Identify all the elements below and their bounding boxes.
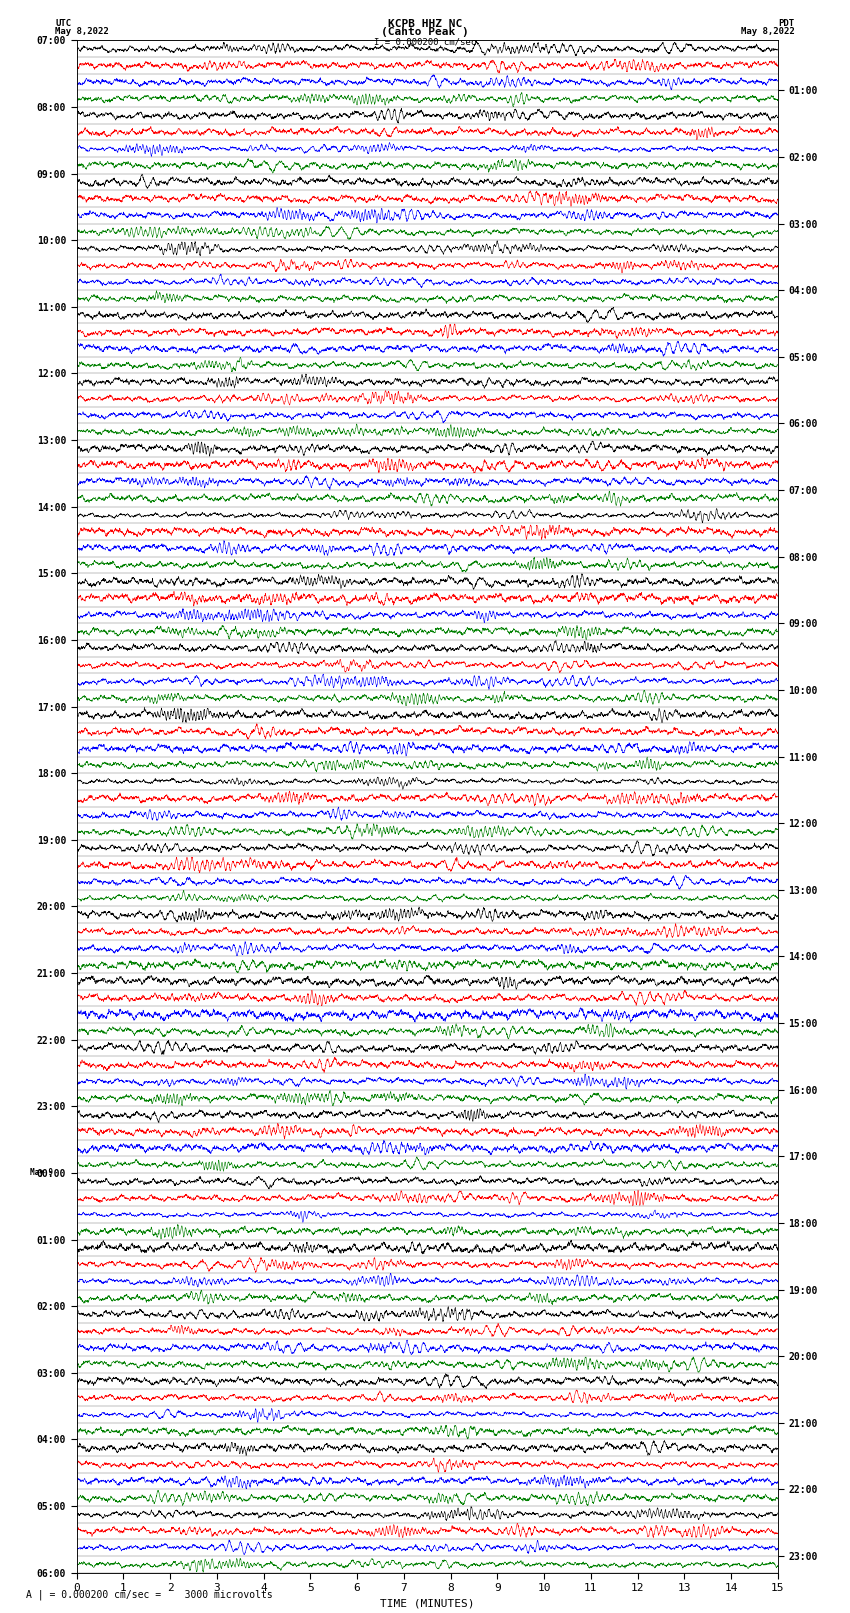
Text: I = 0.000200 cm/sec: I = 0.000200 cm/sec xyxy=(374,37,476,47)
Text: May 8,2022: May 8,2022 xyxy=(55,27,109,37)
Text: (Cahto Peak ): (Cahto Peak ) xyxy=(381,27,469,37)
Text: UTC: UTC xyxy=(55,19,71,29)
X-axis label: TIME (MINUTES): TIME (MINUTES) xyxy=(380,1598,474,1608)
Text: May 8,2022: May 8,2022 xyxy=(741,27,795,37)
Text: PDT: PDT xyxy=(779,19,795,29)
Text: KCPB HHZ NC: KCPB HHZ NC xyxy=(388,19,462,29)
Text: May 9: May 9 xyxy=(30,1168,53,1177)
Text: A | = 0.000200 cm/sec =    3000 microvolts: A | = 0.000200 cm/sec = 3000 microvolts xyxy=(26,1589,272,1600)
